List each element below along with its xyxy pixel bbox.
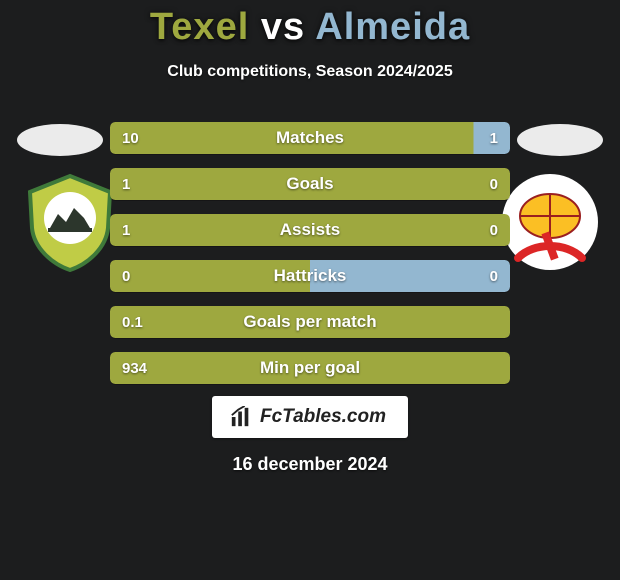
stat-left-value: 1	[122, 214, 130, 246]
vs-text: vs	[261, 6, 305, 48]
stat-right-value: 1	[490, 122, 498, 154]
stat-row: Hattricks0 0	[110, 260, 510, 292]
club-badge-right-icon	[500, 172, 600, 272]
player1-ellipse	[17, 124, 103, 156]
stat-right-value: 0	[490, 168, 498, 200]
stat-left-value: 10	[122, 122, 139, 154]
stat-row: Goals1 0	[110, 168, 510, 200]
stat-right-value: 0	[490, 214, 498, 246]
player2-club-badge	[500, 172, 600, 272]
stat-row: Assists1 0	[110, 214, 510, 246]
source-badge: FcTables.com	[212, 396, 408, 438]
stat-label: Assists	[110, 214, 510, 246]
player2-ellipse	[517, 124, 603, 156]
stat-left-value: 0.1	[122, 306, 143, 338]
player1-club-badge	[20, 172, 120, 272]
stat-label: Goals	[110, 168, 510, 200]
club-badge-left-icon	[20, 172, 120, 272]
stat-left-value: 1	[122, 168, 130, 200]
stat-row: Min per goal934	[110, 352, 510, 384]
stat-label: Hattricks	[110, 260, 510, 292]
page-title: Texel vs Almeida	[0, 0, 620, 49]
stats-container: Matches101Goals10Assists10Hattricks00Goa…	[110, 122, 510, 398]
comparison-infographic: Texel vs Almeida Club competitions, Seas…	[0, 0, 620, 580]
stat-left-value: 934	[122, 352, 147, 384]
player1-name: Texel	[150, 6, 249, 48]
stat-row: Matches10 1	[110, 122, 510, 154]
stat-row: Goals per match0.1	[110, 306, 510, 338]
stat-label: Matches	[110, 122, 510, 154]
subtitle: Club competitions, Season 2024/2025	[0, 63, 620, 81]
source-text: FcTables.com	[260, 406, 386, 428]
stat-label: Min per goal	[110, 352, 510, 384]
player2-name: Almeida	[315, 6, 470, 48]
stat-label: Goals per match	[110, 306, 510, 338]
stat-left-value: 0	[122, 260, 130, 292]
stat-right-value: 0	[490, 260, 498, 292]
date-text: 16 december 2024	[0, 454, 620, 475]
chart-icon	[230, 406, 252, 428]
